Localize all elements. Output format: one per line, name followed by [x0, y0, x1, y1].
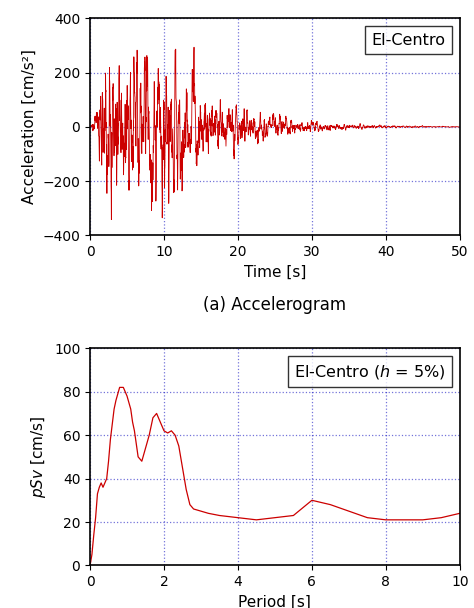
Y-axis label: $pSv$ [cm/s]: $pSv$ [cm/s] — [29, 416, 48, 498]
Legend: El-Centro ($h$ = 5%): El-Centro ($h$ = 5%) — [288, 356, 452, 387]
X-axis label: Time [s]: Time [s] — [244, 264, 306, 280]
Y-axis label: Acceleration [cm/s²]: Acceleration [cm/s²] — [22, 49, 37, 204]
Legend: El-Centro: El-Centro — [365, 26, 452, 54]
Text: (a) Accelerogram: (a) Accelerogram — [203, 296, 346, 314]
X-axis label: Period [s]: Period [s] — [238, 595, 311, 608]
